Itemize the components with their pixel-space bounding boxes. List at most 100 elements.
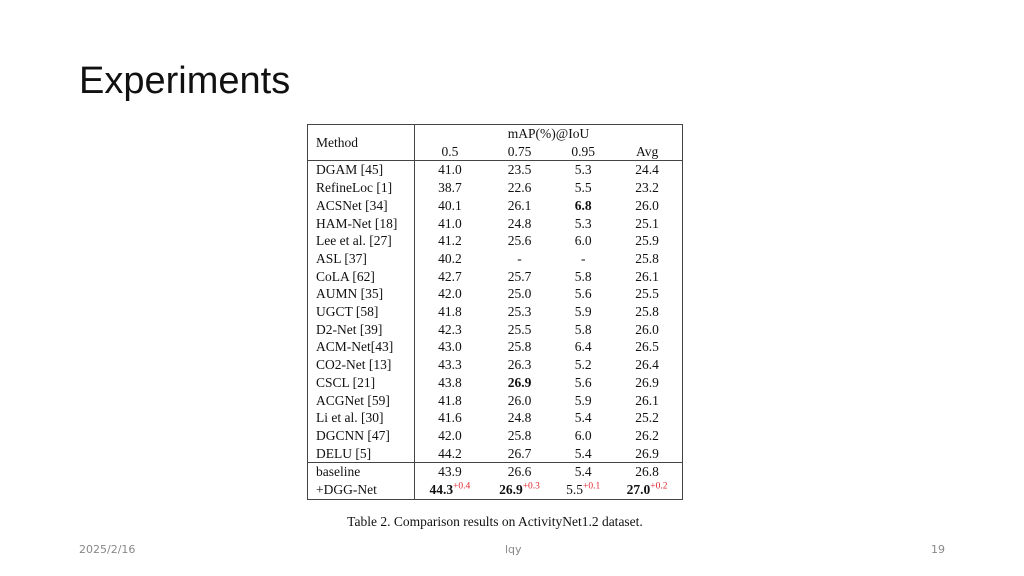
- table-cell: ACM-Net[43]: [307, 338, 415, 357]
- table-cell: DELU [5]: [307, 444, 415, 463]
- table-row: Li et al. [30] 41.6 24.8 5.4 25.2: [307, 409, 683, 427]
- table-cell: 24.8: [507, 410, 532, 426]
- table-cell: 26.4: [635, 357, 659, 373]
- table-cell: 26.5: [635, 339, 659, 355]
- table-cell: 23.5: [484, 160, 555, 180]
- table-cell: Li et al. [30]: [307, 409, 415, 427]
- table-row: D2-Net [39] 42.3 25.5 5.8 26.0: [307, 320, 683, 339]
- table-cell: 43.3: [438, 357, 462, 373]
- table-cell: 41.6: [438, 410, 462, 426]
- table-cell: 25.5: [507, 321, 532, 337]
- table-row: AUMN [35] 42.0 25.0 5.6 25.5: [307, 285, 683, 304]
- table-cell: 26.0: [635, 197, 659, 213]
- table-row: CSCL [21] 43.8 26.9 5.6 26.9: [307, 373, 683, 392]
- table-row: RefineLoc [1] 38.7 22.6 5.5 23.2: [307, 179, 683, 197]
- table-cell: 23.2: [635, 180, 659, 196]
- table-cell: 44.3+0.4: [415, 481, 485, 499]
- cell-value: 27.0: [626, 482, 651, 498]
- table-cell: 26.1: [635, 392, 659, 408]
- table-row: UGCT [58] 41.8 25.3 5.9 25.8: [307, 303, 683, 321]
- table-cell: 5.3: [574, 215, 592, 231]
- table-cell: 5.5+0.1: [554, 481, 612, 499]
- table-row: ACGNet [59] 41.8 26.0 5.9 26.1: [307, 391, 683, 410]
- delta: +0.4: [453, 481, 471, 492]
- table-row: baseline 43.9 26.6 5.4 26.8: [307, 462, 683, 482]
- table-cell: UGCT [58]: [307, 303, 415, 321]
- table-row: ASL [37] 40.2 - - 25.8: [307, 249, 683, 268]
- table-row: CO2-Net [13] 43.3 26.3 5.2 26.4: [307, 356, 683, 374]
- table-cell: 6.8: [574, 197, 592, 213]
- cell-value: 26.9: [499, 482, 523, 498]
- table-row: ACSNet [34] 40.1 26.1 6.8 26.0: [307, 196, 683, 215]
- table-cell: 5.4: [574, 410, 592, 426]
- table-cell: DGCNN [47]: [307, 426, 415, 445]
- table-row: CoLA [62] 42.7 25.7 5.8 26.1: [307, 267, 683, 286]
- table-cell: 26.9: [507, 374, 532, 390]
- table-row: HAM-Net [18] 41.0 24.8 5.3 25.1: [307, 214, 683, 233]
- slide-title: Experiments: [79, 60, 291, 102]
- table-cell: 5.4: [554, 462, 613, 482]
- table-row: +DGG-Net 44.3+0.4 26.9+0.3 5.5+0.1 27.0+0.2: [307, 481, 683, 500]
- table-cell: AUMN [35]: [307, 285, 415, 304]
- table-cell: 5.5: [574, 180, 592, 196]
- table-cell: 41.8: [438, 392, 462, 408]
- delta: +0.1: [583, 481, 601, 492]
- table-cell: 24.4: [612, 160, 683, 180]
- table-cell: 25.9: [635, 233, 659, 249]
- table-cell: Lee et al. [27]: [307, 232, 415, 250]
- table-cell: 25.8: [635, 304, 659, 320]
- table-cell: 42.7: [438, 268, 462, 284]
- table-cell: HAM-Net [18]: [307, 214, 415, 233]
- header-row: Method mAP(%)@IoU: [307, 124, 683, 161]
- table-cell: 5.2: [574, 357, 592, 373]
- table-cell: 5.3: [554, 160, 613, 180]
- table-cell: 41.0: [414, 160, 485, 180]
- table-cell: 26.0: [507, 392, 532, 408]
- table-row: Lee et al. [27] 41.2 25.6 6.0 25.9: [307, 232, 683, 250]
- table-cell: 26.1: [635, 268, 659, 284]
- table-cell: 26.9: [635, 374, 659, 390]
- table-cell: 42.0: [438, 427, 462, 443]
- table-cell: 27.0+0.2: [612, 481, 682, 499]
- table-cell: ASL [37]: [307, 249, 415, 268]
- table-cell: 5.6: [574, 374, 592, 390]
- table-cell: 44.2: [438, 445, 462, 461]
- table-cell: 26.9+0.3: [485, 481, 554, 499]
- table-row: DGAM [45] 41.0 23.5 5.3 24.4: [307, 160, 683, 180]
- table-row: DELU [5] 44.2 26.7 5.4 26.9: [307, 444, 683, 463]
- table-cell: ACGNet [59]: [307, 391, 415, 410]
- table-cell: 25.2: [635, 410, 659, 426]
- table-caption: Table 2. Comparison results on ActivityN…: [347, 514, 643, 529]
- table-cell: 43.8: [438, 374, 462, 390]
- table-cell: 38.7: [438, 180, 462, 196]
- header-cell: Avg: [635, 143, 659, 159]
- table-cell: +DGG-Net: [307, 481, 415, 500]
- table-cell: 25.8: [507, 427, 532, 443]
- table-cell: 6.0: [574, 233, 592, 249]
- table-cell: 26.9: [635, 445, 659, 461]
- table-cell: 5.8: [574, 321, 592, 337]
- table-cell: 41.0: [438, 215, 462, 231]
- table-cell: 25.7: [507, 268, 532, 284]
- table-cell: 26.7: [507, 445, 532, 461]
- table-cell: 25.1: [635, 215, 659, 231]
- delta: +0.3: [522, 481, 540, 492]
- table-cell: 25.0: [507, 286, 532, 302]
- table-cell: 5.9: [574, 392, 592, 408]
- table-cell: D2-Net [39]: [307, 320, 415, 339]
- results-table: Method mAP(%)@IoU 0.5 0.75 0.95 Avg DGAM [45] 4…: [307, 124, 683, 500]
- header-row: 0.5 0.75 0.95 Avg: [308, 143, 683, 161]
- table-cell: 22.6: [507, 180, 532, 196]
- table-cell: DGAM [45]: [307, 160, 415, 180]
- table-cell: -: [517, 250, 522, 266]
- table-row: ACM-Net[43] 43.0 25.8 6.4 26.5: [307, 338, 683, 357]
- header-cell: 0.95: [571, 143, 596, 159]
- table-cell: 5.8: [574, 268, 592, 284]
- table-cell: 26.6: [484, 462, 555, 482]
- table-cell: baseline: [307, 462, 415, 482]
- cell-value: 5.5: [566, 482, 584, 498]
- table-cell: 26.8: [612, 462, 683, 482]
- table-cell: 26.2: [635, 427, 659, 443]
- table-cell: 5.4: [574, 445, 592, 461]
